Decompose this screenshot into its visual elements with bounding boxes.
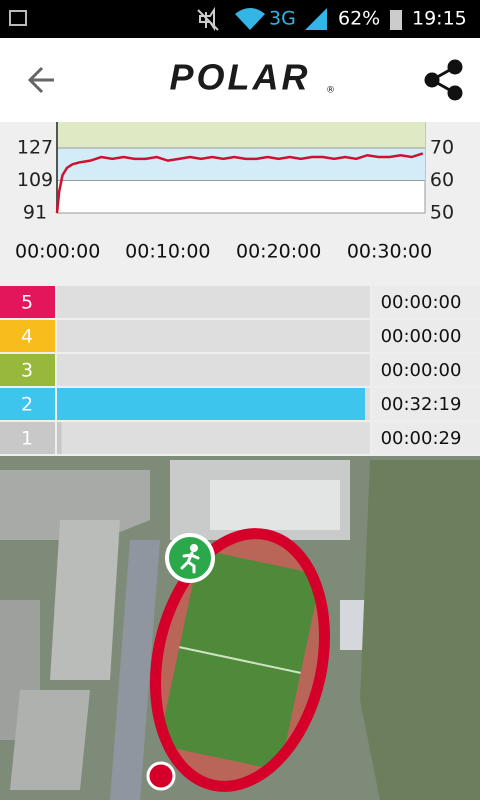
zone-number: 2	[21, 394, 33, 416]
y2-tick-label: 60	[430, 169, 454, 191]
zone-time: 00:00:29	[381, 428, 462, 449]
zone-time: 00:00:00	[381, 292, 462, 313]
back-button[interactable]	[27, 66, 54, 94]
route	[149, 528, 331, 792]
y2-tick-label: 80	[430, 104, 454, 126]
zone-bar-track	[57, 320, 370, 352]
runner-icon	[180, 544, 200, 574]
wifi-icon	[235, 8, 265, 30]
x-tick-label: 00:20:00	[236, 241, 321, 263]
x-tick-label: 00:30:00	[347, 241, 432, 263]
zone-bar-track	[57, 422, 370, 454]
zone-swatch	[0, 388, 55, 420]
roof	[210, 480, 340, 530]
zone-bar-track	[57, 286, 370, 318]
app-bar	[0, 38, 480, 122]
zone-time-cell	[372, 422, 480, 454]
y-tick-label: 109	[17, 169, 53, 191]
signal-icon	[305, 8, 327, 30]
zone-time: 00:32:19	[381, 394, 462, 415]
zone-swatch	[0, 354, 55, 386]
zone-number: 3	[21, 360, 33, 382]
zone-time-cell	[372, 320, 480, 352]
network-type: 3G	[269, 8, 296, 30]
battery-level: 62%	[338, 8, 380, 30]
map	[0, 456, 480, 800]
mute-icon	[197, 6, 219, 32]
y2-tick-label: 50	[430, 202, 454, 224]
zone-time-cell	[372, 388, 480, 420]
end-marker[interactable]	[146, 761, 176, 791]
y-tick-label: 127	[17, 137, 53, 159]
image-icon	[9, 10, 27, 26]
zone-bar	[57, 422, 62, 454]
zone-time-cell	[372, 286, 480, 318]
clock: 19:15	[412, 8, 467, 30]
share-button[interactable]	[424, 59, 463, 101]
zone-number: 4	[21, 326, 33, 348]
zone-band	[57, 122, 425, 148]
building	[50, 520, 120, 680]
zone-band	[57, 148, 425, 181]
zone-table: 5 00:00:00 4 00:00:00 3 00:00:00 2 00:32:19 1 00:…	[0, 286, 480, 454]
zone-time: 00:00:00	[381, 360, 462, 381]
zone-bar	[57, 388, 365, 420]
building	[10, 690, 90, 790]
x-tick-label: 00:00:00	[15, 241, 100, 263]
zone-swatch	[0, 422, 55, 454]
zone-time-cell	[372, 354, 480, 386]
zone-swatch	[0, 320, 55, 352]
hr-chart: 145 127 109 91 80 70 60 50 00:00:00 00:10:00 00:20…	[0, 104, 480, 285]
trees	[360, 460, 480, 800]
zone-bar-track	[57, 354, 370, 386]
zone-number: 5	[21, 292, 33, 314]
x-tick-label: 00:10:00	[125, 241, 210, 263]
zone-number: 1	[21, 428, 33, 450]
zone-time: 00:00:00	[381, 326, 462, 347]
logo: POLAR	[170, 57, 311, 98]
road	[110, 540, 160, 800]
field-line	[179, 646, 301, 674]
y-tick-label: 91	[23, 202, 47, 224]
battery-icon	[390, 10, 402, 30]
zone-swatch	[0, 286, 55, 318]
y-tick-label: 145	[17, 104, 53, 126]
y2-tick-label: 70	[430, 137, 454, 159]
logo-mark: ®	[326, 86, 335, 96]
hr-line	[55, 152, 424, 214]
